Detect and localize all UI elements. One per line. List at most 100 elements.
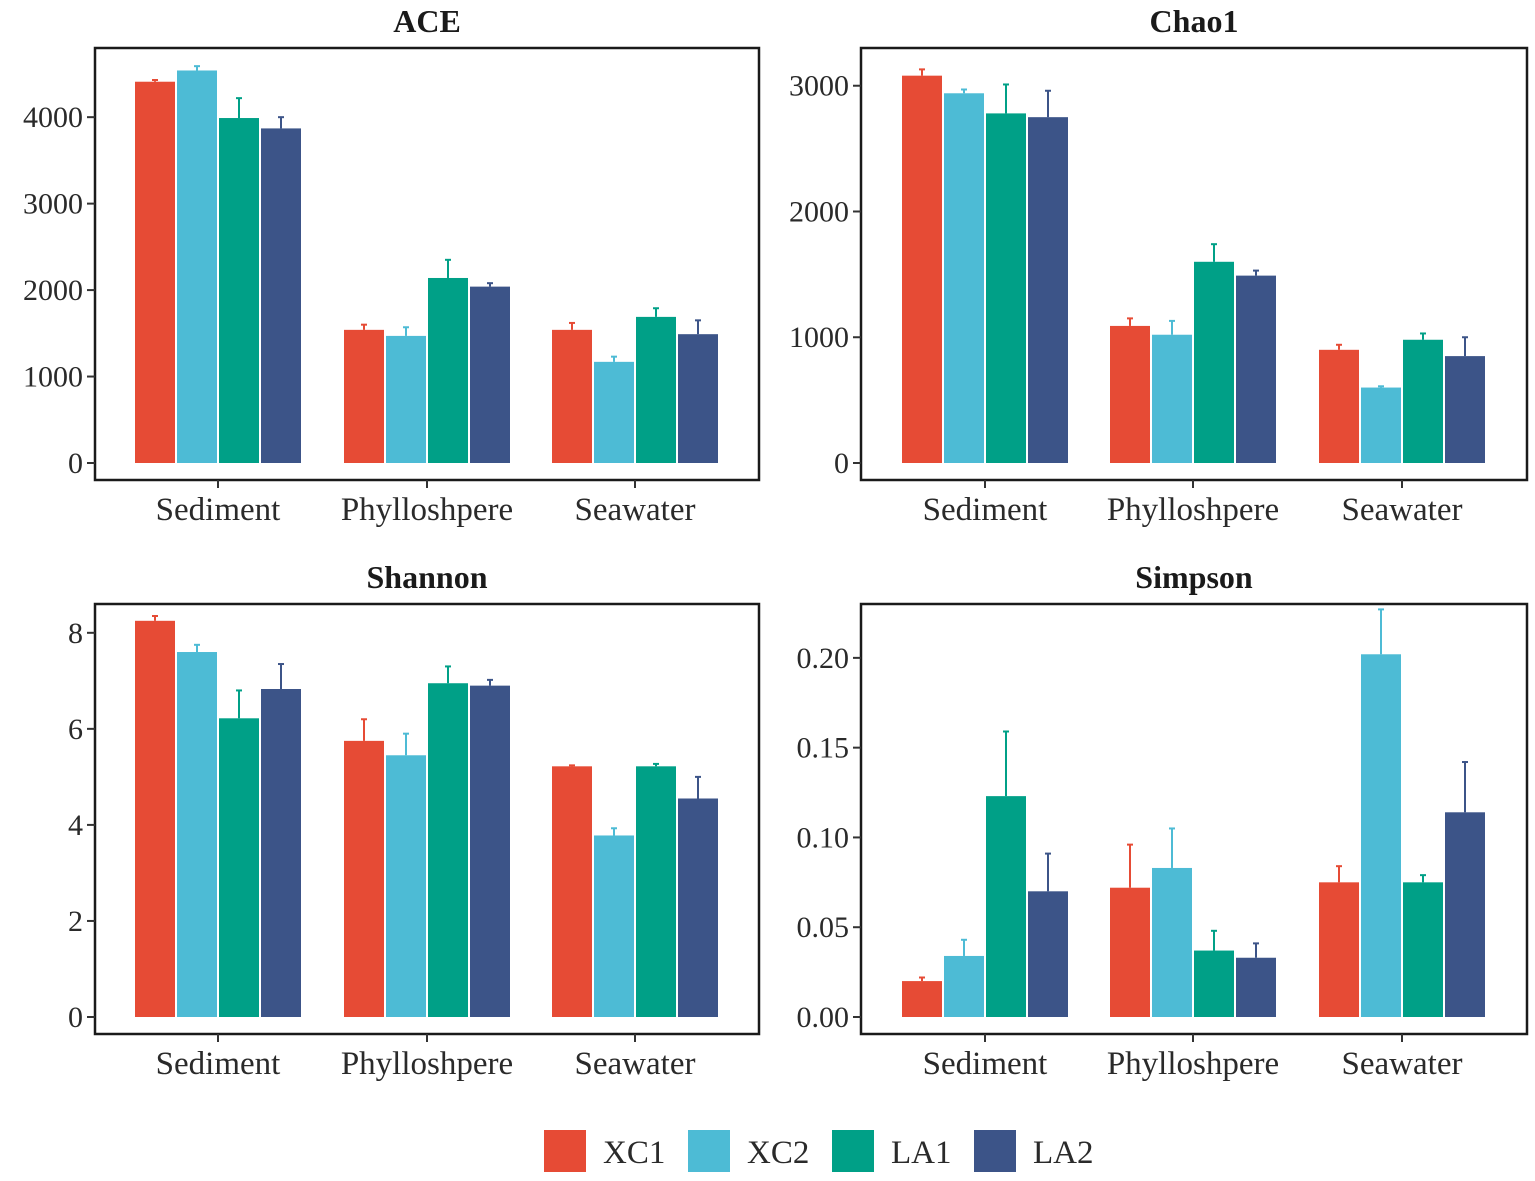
y-tick-label-chao1: 2000 <box>789 195 849 228</box>
x-tick-label-ace-phylloshpere: Phylloshpere <box>341 492 513 528</box>
legend-swatch-xc1 <box>544 1130 586 1172</box>
error-bar-shannon-phylloshpere-la2 <box>487 678 493 686</box>
bar-ace-sediment-la2 <box>261 128 301 463</box>
bar-shannon-seawater-la1 <box>636 766 676 1017</box>
error-bar-shannon-sediment-xc1 <box>152 615 158 621</box>
bar-chao1-seawater-xc1 <box>1319 349 1359 463</box>
y-tick-label-simpson: 0.10 <box>797 821 850 854</box>
legend-label-la1: LA1 <box>891 1135 952 1171</box>
bar-shannon-seawater-xc2 <box>594 835 634 1017</box>
bar-simpson-seawater-la1 <box>1403 882 1443 1017</box>
y-tick-label-shannon: 2 <box>68 905 83 938</box>
x-tick-label-simpson-phylloshpere: Phylloshpere <box>1107 1046 1279 1082</box>
bar-simpson-sediment-la1 <box>986 796 1026 1017</box>
bar-chao1-sediment-la2 <box>1028 117 1068 464</box>
error-bar-simpson-seawater-xc2 <box>1378 608 1384 655</box>
error-bar-ace-seawater-la1 <box>653 307 659 317</box>
legend-label-xc1: XC1 <box>603 1135 665 1171</box>
legend-item-xc2: XC2 <box>688 1130 809 1172</box>
error-bar-chao1-sediment-la2 <box>1045 89 1051 118</box>
error-bar-shannon-sediment-xc2 <box>194 643 200 653</box>
bar-ace-seawater-xc2 <box>594 361 634 463</box>
y-tick-label-ace: 4000 <box>23 101 83 134</box>
error-bar-ace-seawater-xc1 <box>569 321 575 330</box>
bar-shannon-sediment-la1 <box>219 718 259 1017</box>
legend-swatch-la1 <box>832 1130 874 1172</box>
y-tick-label-simpson: 0.20 <box>797 642 850 675</box>
y-tick-label-simpson: 0.00 <box>797 1001 850 1034</box>
x-tick-label-ace-sediment: Sediment <box>156 492 281 528</box>
error-bar-ace-phylloshpere-xc2 <box>403 326 409 336</box>
error-bar-simpson-sediment-la2 <box>1045 852 1051 892</box>
y-tick-label-ace: 2000 <box>23 274 83 307</box>
error-bar-ace-sediment-la1 <box>236 97 242 119</box>
panel-title-simpson: Simpson <box>1135 559 1253 595</box>
bar-simpson-phylloshpere-xc1 <box>1110 887 1150 1017</box>
x-tick-label-chao1-sediment: Sediment <box>923 492 1048 528</box>
panel-title-shannon: Shannon <box>367 559 488 595</box>
error-bar-shannon-seawater-xc1 <box>569 764 575 767</box>
error-bar-chao1-seawater-la1 <box>1420 332 1426 340</box>
error-bar-ace-sediment-xc1 <box>152 78 158 82</box>
y-tick-label-chao1: 0 <box>834 447 849 480</box>
legend: XC1 XC2 LA1 LA2 <box>544 1130 1094 1172</box>
bar-chao1-sediment-la1 <box>986 113 1026 464</box>
bar-shannon-phylloshpere-la1 <box>428 683 468 1017</box>
error-bar-simpson-phylloshpere-xc2 <box>1169 827 1175 868</box>
error-bar-simpson-seawater-la2 <box>1462 761 1468 813</box>
bar-ace-sediment-xc1 <box>135 81 175 463</box>
panel-title-chao1: Chao1 <box>1150 3 1239 39</box>
error-bar-shannon-sediment-la2 <box>278 663 284 690</box>
error-bar-simpson-seawater-xc1 <box>1336 865 1342 883</box>
bar-ace-sediment-xc2 <box>177 70 217 464</box>
bar-shannon-sediment-la2 <box>261 689 301 1017</box>
error-bar-ace-sediment-xc2 <box>194 65 200 71</box>
error-bar-ace-seawater-xc2 <box>611 355 617 362</box>
legend-item-la1: LA1 <box>832 1130 952 1172</box>
error-bar-ace-phylloshpere-xc1 <box>361 323 367 330</box>
bar-shannon-seawater-la2 <box>678 798 718 1017</box>
bar-simpson-sediment-xc1 <box>902 981 942 1017</box>
error-bar-simpson-phylloshpere-la2 <box>1253 942 1259 958</box>
bar-simpson-seawater-la2 <box>1445 812 1485 1017</box>
legend-swatch-xc2 <box>688 1130 730 1172</box>
x-tick-label-shannon-seawater: Seawater <box>575 1046 696 1082</box>
error-bar-chao1-phylloshpere-la2 <box>1253 269 1259 276</box>
bar-ace-seawater-la2 <box>678 334 718 463</box>
bar-simpson-seawater-xc1 <box>1319 882 1359 1017</box>
bar-chao1-seawater-la2 <box>1445 356 1485 463</box>
bar-ace-phylloshpere-la1 <box>428 277 468 463</box>
x-tick-label-simpson-seawater: Seawater <box>1342 1046 1463 1082</box>
legend-label-xc2: XC2 <box>747 1135 809 1171</box>
error-bar-simpson-sediment-xc2 <box>961 938 967 956</box>
error-bar-shannon-sediment-la1 <box>236 689 242 719</box>
bar-simpson-sediment-xc2 <box>944 955 984 1017</box>
bar-ace-phylloshpere-xc2 <box>386 335 426 463</box>
bar-ace-phylloshpere-xc1 <box>344 329 384 463</box>
bar-ace-sediment-la1 <box>219 118 259 463</box>
bar-shannon-phylloshpere-la2 <box>470 685 510 1017</box>
y-tick-label-ace: 3000 <box>23 188 83 221</box>
error-bar-shannon-phylloshpere-xc1 <box>361 718 367 741</box>
x-tick-label-chao1-phylloshpere: Phylloshpere <box>1107 492 1279 528</box>
error-bar-ace-phylloshpere-la1 <box>445 258 451 278</box>
bar-chao1-phylloshpere-xc2 <box>1152 334 1192 463</box>
y-tick-label-chao1: 1000 <box>789 321 849 354</box>
error-bar-simpson-phylloshpere-xc1 <box>1127 843 1133 888</box>
error-bar-shannon-seawater-xc2 <box>611 827 617 836</box>
error-bar-chao1-seawater-xc2 <box>1378 385 1384 388</box>
bar-shannon-phylloshpere-xc2 <box>386 755 426 1017</box>
bar-simpson-phylloshpere-la2 <box>1236 957 1276 1017</box>
panel-simpson: Simpson 0.00 0.05 0.10 0.15 0.20 Sediment Phyll… <box>797 559 1529 1082</box>
bar-ace-seawater-la1 <box>636 316 676 463</box>
error-bar-simpson-sediment-xc1 <box>919 976 925 982</box>
bar-ace-phylloshpere-la2 <box>470 286 510 463</box>
legend-item-xc1: XC1 <box>544 1130 665 1172</box>
error-bar-shannon-seawater-la2 <box>695 775 701 799</box>
error-bar-chao1-sediment-la1 <box>1003 83 1009 114</box>
y-tick-label-shannon: 0 <box>68 1001 83 1034</box>
y-tick-label-chao1: 3000 <box>789 70 849 103</box>
y-tick-label-simpson: 0.15 <box>797 732 850 765</box>
error-bar-shannon-seawater-la1 <box>653 762 659 767</box>
